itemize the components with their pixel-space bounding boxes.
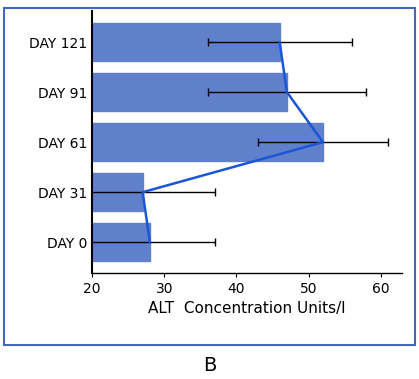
Bar bbox=[92, 73, 287, 111]
Bar bbox=[92, 123, 323, 161]
Text: B: B bbox=[203, 356, 216, 375]
Bar bbox=[92, 174, 142, 211]
X-axis label: ALT  Concentration Units/l: ALT Concentration Units/l bbox=[148, 301, 346, 316]
Bar bbox=[92, 23, 279, 61]
Bar bbox=[92, 224, 150, 261]
